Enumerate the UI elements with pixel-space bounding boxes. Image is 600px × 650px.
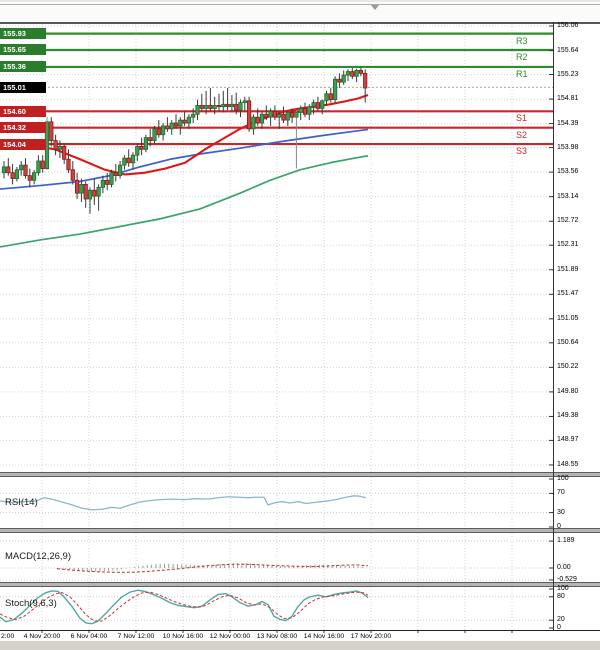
price-tick-label: 153.56 bbox=[557, 168, 579, 176]
macd-scale-label: 1.189 bbox=[557, 537, 575, 545]
rsi-scale-label: 70 bbox=[557, 489, 565, 497]
price-scale-border bbox=[553, 22, 554, 631]
stoch-indicator-label: Stoch(9,6,3) bbox=[5, 598, 57, 609]
time-axis-label: 17 Nov 20:00 bbox=[350, 633, 392, 640]
macd-scale-label: -0.529 bbox=[557, 575, 577, 583]
time-axis-line bbox=[0, 630, 600, 631]
price-tick-label: 149.80 bbox=[557, 387, 579, 395]
pivot-label-s2: S2 bbox=[516, 129, 528, 140]
time-axis-label: 2:00 bbox=[1, 633, 15, 640]
price-tick-label: 152.72 bbox=[557, 217, 579, 225]
time-axis-label: 10 Nov 16:00 bbox=[162, 633, 204, 640]
stoch-scale-label: 20 bbox=[557, 616, 565, 624]
pane-separator-macd[interactable] bbox=[0, 528, 600, 533]
time-axis-label: 12 Nov 00:00 bbox=[209, 633, 251, 640]
price-tick-label: 151.47 bbox=[557, 290, 579, 298]
time-scale[interactable] bbox=[0, 630, 553, 644]
stoch-scale-label: 100 bbox=[557, 585, 569, 592]
price-tick-label: 153.14 bbox=[557, 192, 579, 200]
window-top-strip bbox=[0, 0, 600, 24]
price-tick-label: 152.31 bbox=[557, 241, 579, 249]
macd-scale-label: 0.00 bbox=[557, 564, 571, 571]
price-tick-label: 150.64 bbox=[557, 338, 579, 346]
price-badge-r1: 155.36 bbox=[0, 61, 46, 73]
price-tick-label: 155.64 bbox=[557, 46, 579, 54]
rsi-scale-label: 100 bbox=[557, 475, 569, 482]
rsi-scale-label: 0 bbox=[557, 523, 561, 530]
time-axis-label: 6 Nov 04:00 bbox=[70, 633, 108, 640]
price-badge-r2: 155.65 bbox=[0, 44, 46, 56]
top-strip-line bbox=[0, 4, 600, 5]
time-axis-label: 4 Nov 20:00 bbox=[23, 633, 61, 640]
price-tick-label: 154.39 bbox=[557, 119, 579, 127]
price-tick-label: 156.06 bbox=[557, 22, 579, 29]
price-tick-label: 149.38 bbox=[557, 412, 579, 420]
rsi-pane[interactable] bbox=[0, 477, 553, 528]
pivot-label-r1: R1 bbox=[516, 68, 528, 79]
stoch-scale-label: 0 bbox=[557, 624, 561, 631]
time-axis-label: 14 Nov 16:00 bbox=[303, 633, 345, 640]
price-tick-label: 148.97 bbox=[557, 436, 579, 444]
time-axis-label: 7 Nov 12:00 bbox=[117, 633, 155, 640]
price-tick-label: 151.89 bbox=[557, 265, 579, 273]
pivot-label-r3: R3 bbox=[516, 35, 528, 46]
price-badge-r3: 155.93 bbox=[0, 28, 46, 40]
rsi-scale-label: 30 bbox=[557, 508, 565, 516]
price-scale[interactable] bbox=[553, 24, 600, 630]
pane-separator-rsi[interactable] bbox=[0, 472, 600, 477]
pivot-label-s3: S3 bbox=[516, 146, 528, 157]
main-price-pane[interactable] bbox=[0, 24, 553, 472]
price-badge-s1: 154.60 bbox=[0, 105, 46, 117]
macd-indicator-label: MACD(12,26,9) bbox=[5, 551, 71, 562]
rsi-indicator-label: RSI(14) bbox=[5, 497, 38, 508]
stoch-scale-label: 80 bbox=[557, 592, 565, 600]
price-tick-label: 153.98 bbox=[557, 143, 579, 151]
pivot-label-r2: R2 bbox=[516, 51, 528, 62]
price-tick-label: 154.81 bbox=[557, 95, 579, 103]
macd-pane[interactable] bbox=[0, 533, 553, 582]
price-tick-label: 148.55 bbox=[557, 460, 579, 468]
stoch-pane[interactable] bbox=[0, 587, 553, 630]
price-badge-s3: 154.04 bbox=[0, 138, 46, 150]
pivot-label-s1: S1 bbox=[516, 113, 528, 124]
price-tick-label: 150.22 bbox=[557, 363, 579, 371]
current-price-badge: 155.01 bbox=[0, 81, 46, 93]
price-tick-label: 151.05 bbox=[557, 314, 579, 322]
price-badge-s2: 154.32 bbox=[0, 122, 46, 134]
price-tick-label: 155.23 bbox=[557, 70, 579, 78]
window-bottom-strip bbox=[0, 641, 600, 650]
time-axis-label: 13 Nov 08:00 bbox=[256, 633, 298, 640]
pane-separator-stoch[interactable] bbox=[0, 582, 600, 587]
